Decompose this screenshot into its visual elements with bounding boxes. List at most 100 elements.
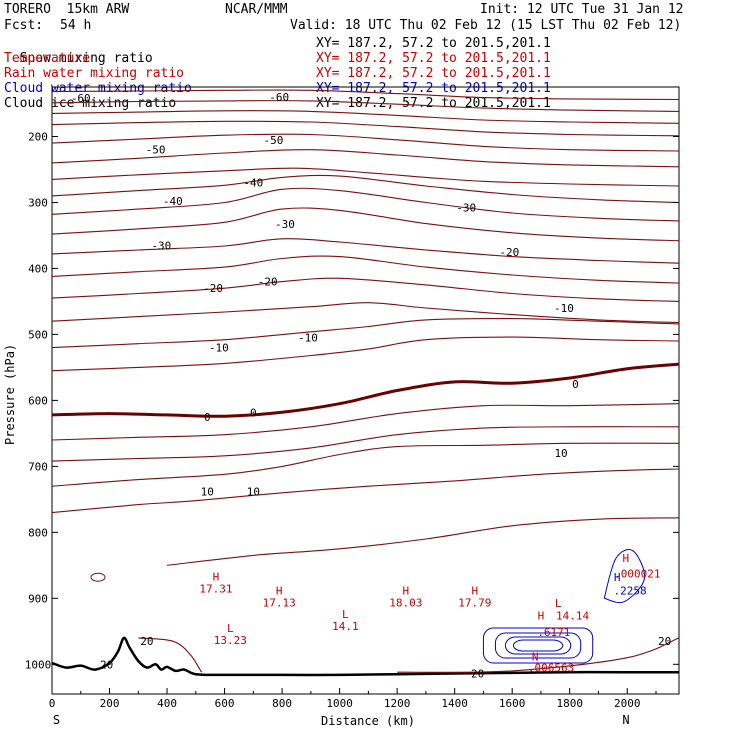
extremum-label: L bbox=[227, 622, 234, 635]
isotherm--10a bbox=[51, 302, 680, 324]
field-value-label: .000021 bbox=[614, 567, 660, 580]
endpoint-label: S bbox=[53, 713, 60, 727]
legend-item-cloud-ice: Cloud ice mixing ratio bbox=[4, 96, 177, 111]
legend-coords-rain: XY= 187.2, 57.2 to 201.5,201.1 bbox=[316, 66, 551, 81]
isotherm--50 bbox=[51, 133, 680, 152]
isotherm-10a bbox=[51, 426, 680, 462]
contour-labels: -60 -60 -50 -50 -40 -40 -30 -30 -30 -20 -20 -20 -10 -… bbox=[71, 91, 671, 681]
contour-label: 20 bbox=[471, 668, 484, 681]
isotherm--40 bbox=[51, 167, 680, 187]
y-tick-label: 400 bbox=[28, 262, 48, 275]
extremum-label: 14.1 bbox=[332, 620, 359, 633]
extremum-label: L bbox=[555, 597, 562, 610]
isotherm--20 bbox=[51, 255, 680, 284]
init-time: Init: 12 UTC Tue 31 Jan 12 bbox=[480, 2, 684, 17]
isotherm--60a bbox=[51, 89, 680, 101]
contour-label: 20 bbox=[140, 635, 153, 648]
isotherm--30 bbox=[51, 187, 680, 222]
isotherm--10 bbox=[51, 317, 680, 349]
isotherm--60 bbox=[51, 100, 680, 112]
contour-label: -20 bbox=[258, 276, 278, 289]
cloud-water-contour bbox=[482, 627, 594, 664]
contour-label: -60 bbox=[71, 92, 91, 105]
endpoint-label: N bbox=[622, 713, 629, 727]
contour-label: -50 bbox=[264, 134, 284, 147]
isotherm-5 bbox=[51, 403, 680, 441]
isotherm--45 bbox=[51, 149, 680, 168]
x-tick-label: 1200 bbox=[384, 697, 411, 710]
y-tick-label: 300 bbox=[28, 196, 48, 209]
y-tick-label: 1000 bbox=[25, 658, 52, 671]
y-tick-label: 200 bbox=[28, 130, 48, 143]
legend-coords-cloud-ice: XY= 187.2, 57.2 to 201.5,201.1 bbox=[316, 96, 551, 111]
contour-label: -30 bbox=[456, 202, 476, 215]
field-value-label: .006563 bbox=[528, 662, 574, 675]
isotherm-20-north bbox=[397, 637, 680, 673]
terrain-line bbox=[51, 636, 679, 677]
contour-label: -40 bbox=[163, 195, 183, 208]
contour-label: 20 bbox=[658, 635, 671, 648]
field-value-label: H bbox=[614, 571, 621, 584]
legend-item-rain: Rain water mixing ratio bbox=[4, 66, 185, 81]
legend-coords-temperature: XY= 187.2, 57.2 to 201.5,201.1 bbox=[316, 51, 551, 66]
isotherm-18 bbox=[166, 517, 680, 566]
extremum-label: H bbox=[213, 571, 220, 584]
contour-label: -20 bbox=[499, 246, 519, 259]
isotherm--5 bbox=[51, 336, 680, 372]
contour-label: -30 bbox=[275, 218, 295, 231]
y-axis-title: Pressure (hPa) bbox=[3, 344, 17, 445]
isotherm--20a bbox=[51, 238, 680, 264]
isotherm-small-loop bbox=[90, 572, 106, 582]
isotherm--25 bbox=[51, 207, 680, 242]
contour-label: 10 bbox=[554, 447, 567, 460]
isotherm-15 bbox=[51, 468, 680, 514]
contour-label: 20 bbox=[100, 658, 113, 671]
x-axis-title: Distance (km) bbox=[321, 714, 415, 728]
contour-label: 0 bbox=[204, 411, 211, 424]
terrain-layer bbox=[51, 636, 679, 677]
extremum-label: 17.79 bbox=[458, 596, 491, 609]
isotherm-0 bbox=[51, 362, 680, 418]
x-tick-label: 1000 bbox=[326, 697, 353, 710]
cloud-water-contours bbox=[482, 549, 646, 664]
contour-label: -40 bbox=[243, 177, 263, 190]
forecast-hour: 54 h bbox=[60, 18, 92, 33]
contour-label: -50 bbox=[146, 144, 166, 157]
field-value-label: .6171 bbox=[537, 626, 570, 639]
y-tick-label: 700 bbox=[28, 460, 48, 473]
extremum-label: H bbox=[471, 584, 478, 597]
axes: 0 200 400 600 800 1000 1200 1400 1600 1800 2000200… bbox=[25, 130, 679, 727]
isotherm-20-south bbox=[138, 637, 203, 673]
isotherm--15 bbox=[51, 277, 680, 302]
isotherm--35 bbox=[51, 174, 680, 204]
x-tick-label: 0 bbox=[49, 697, 56, 710]
x-tick-label: 1600 bbox=[499, 697, 526, 710]
extremum-label: 18.03 bbox=[389, 596, 422, 609]
x-tick-label: 200 bbox=[100, 697, 120, 710]
legend-label: Snow mixing ratio bbox=[19, 51, 153, 66]
contour-label: -60 bbox=[269, 91, 289, 104]
y-tick-label: 800 bbox=[28, 526, 48, 539]
legend-coords-snow: XY= 187.2, 57.2 to 201.5,201.1 bbox=[316, 36, 551, 51]
isotherm--55 bbox=[51, 110, 680, 124]
x-tick-label: 1400 bbox=[441, 697, 468, 710]
organization-label: NCAR/MMM bbox=[225, 2, 288, 17]
legend-item-temperature: Temperature bbox=[4, 51, 91, 66]
extremum-label: 17.31 bbox=[199, 582, 232, 595]
y-tick-label: 900 bbox=[28, 592, 48, 605]
contour-label: 10 bbox=[247, 485, 260, 498]
contour-label: -10 bbox=[298, 332, 318, 345]
extremum-label: N bbox=[532, 650, 539, 663]
contour-label: 0 bbox=[250, 406, 257, 419]
cloud-water-contour bbox=[512, 639, 564, 652]
extremum-label: 13.23 bbox=[214, 634, 247, 647]
cloud-water-north bbox=[603, 549, 646, 604]
contour-label: -30 bbox=[151, 239, 171, 252]
temperature-contours bbox=[51, 89, 680, 673]
isotherm-10b bbox=[51, 442, 680, 487]
legend-coords-cloud-water: XY= 187.2, 57.2 to 201.5,201.1 bbox=[316, 81, 551, 96]
x-tick-label: 800 bbox=[272, 697, 292, 710]
isotherm--55b bbox=[51, 120, 680, 137]
cloud-water-contour bbox=[494, 632, 582, 659]
